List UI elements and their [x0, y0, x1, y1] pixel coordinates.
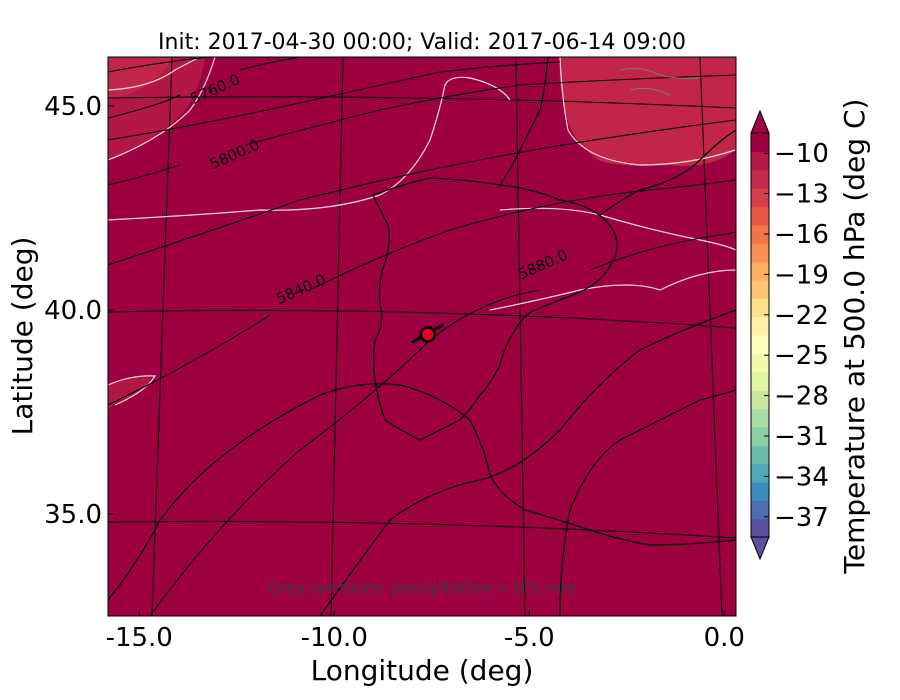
x-tick-label: -15.0	[106, 623, 173, 653]
colorbar-frame	[750, 132, 770, 538]
colorbar-tick-label: −28	[774, 382, 829, 412]
france-coastline	[499, 57, 549, 186]
contour-5760-upper	[108, 57, 211, 73]
precipitation-contours	[619, 67, 701, 96]
colorbar-tick-label: −34	[774, 462, 829, 492]
colorbar-segment	[751, 188, 769, 208]
height-contours	[108, 57, 736, 616]
parallel-40	[108, 309, 736, 329]
isotherm-northwest	[108, 57, 201, 91]
y-tick-label: 35.0	[44, 500, 102, 530]
colorbar-segment	[751, 206, 769, 226]
colorbar-segment	[751, 481, 769, 501]
temperature-isotherms	[108, 57, 736, 406]
colorbar-tick-label: −37	[774, 503, 829, 533]
y-tick-label: 45.0	[44, 92, 102, 122]
chart-title: Init: 2017-04-30 00:00; Valid: 2017-06-1…	[158, 30, 686, 55]
colorbar-tick-label: −22	[774, 301, 829, 331]
meridian-minus-10	[330, 57, 344, 616]
colorbar-segment	[751, 298, 769, 318]
graticule	[108, 57, 736, 616]
colorbar-extend-bottom	[750, 536, 770, 561]
warm-patch-northwest-band	[108, 57, 205, 160]
contour-5880	[589, 231, 736, 271]
contour-5800	[108, 74, 736, 186]
contour-5760	[108, 57, 301, 119]
colorbar-segment	[751, 390, 769, 410]
x-axis: -15.0 -10.0 -5.0 0.0	[106, 610, 745, 653]
colorbar-segment	[751, 335, 769, 354]
colorbar-tick-label: −25	[774, 341, 829, 371]
x-tick-label: -5.0	[504, 623, 555, 653]
map-frame	[107, 56, 737, 617]
colorbar-tick-label: −13	[774, 180, 829, 210]
contour-5820	[108, 119, 736, 266]
y-axis-label: Latitude (deg)	[6, 237, 39, 436]
contour-5860	[149, 289, 541, 616]
colorbar-segment	[751, 408, 769, 428]
colorbar-segment	[751, 133, 769, 152]
colorbar-segment	[751, 353, 769, 373]
x-axis-label: Longitude (deg)	[311, 654, 534, 687]
colorbar-segment	[751, 151, 769, 171]
coast-northeast	[599, 129, 736, 216]
colorbar-segment	[751, 371, 769, 391]
colorbar: −10 −13 −16 −19 −22 −25 −28 −31 −34 −37	[750, 109, 829, 561]
iberia-coastline	[372, 177, 618, 441]
parallel-45	[108, 96, 736, 109]
colorbar-tick-label: −10	[774, 139, 829, 169]
y-tick-label: 40.0	[44, 296, 102, 326]
warm-patch-northwest	[108, 57, 175, 100]
coast-interior-south	[319, 309, 736, 616]
colorbar-label: Temperature at 500.0 hPa (deg C)	[838, 99, 871, 575]
colorbar-segment	[751, 500, 769, 520]
colorbar-segment	[751, 169, 769, 189]
isotherm-northeast	[559, 57, 736, 166]
coastlines	[108, 57, 736, 616]
meridian-minus-5	[515, 57, 526, 616]
isotherm-west	[108, 375, 157, 406]
colorbar-segment	[751, 518, 769, 538]
x-tick-label: 0.0	[704, 623, 745, 653]
colorbar-segment	[751, 316, 769, 336]
contour-5840	[108, 179, 736, 406]
precip-contour-2	[629, 87, 671, 96]
meridian-minus-15	[151, 57, 173, 616]
colorbar-tick-label: −31	[774, 422, 829, 452]
colorbar-segment	[751, 261, 769, 281]
colorbar-segment	[751, 279, 769, 299]
isotherm-northwest-2	[108, 57, 216, 161]
colorbar-tick-label: −19	[774, 260, 829, 290]
africa-coastline	[108, 383, 736, 601]
isotherm-east	[499, 207, 736, 251]
isotherm-east-2	[489, 269, 736, 311]
colorbar-segment	[751, 445, 769, 465]
colorbar-segment	[751, 243, 769, 263]
colorbar-segment	[751, 426, 769, 446]
isotherm-north	[108, 76, 511, 221]
y-axis: 35.0 40.0 45.0	[44, 92, 114, 530]
precip-contour-1	[619, 67, 701, 80]
warm-patch-west	[108, 377, 150, 410]
precipitation-note: Grey contours: precipitation > 0.5 mm	[267, 578, 576, 597]
colorbar-segment	[751, 224, 769, 244]
colorbar-extend-top	[750, 109, 770, 134]
contour-5780	[108, 61, 561, 141]
location-marker-group	[411, 323, 445, 344]
x-tick-label: -10.0	[301, 623, 368, 653]
colorbar-segment	[751, 463, 769, 483]
coast-interior-southeast	[559, 389, 736, 616]
location-marker	[419, 326, 437, 343]
meridian-0	[699, 57, 723, 616]
colorbar-tick-label: −16	[774, 220, 829, 250]
parallel-35	[108, 520, 736, 539]
